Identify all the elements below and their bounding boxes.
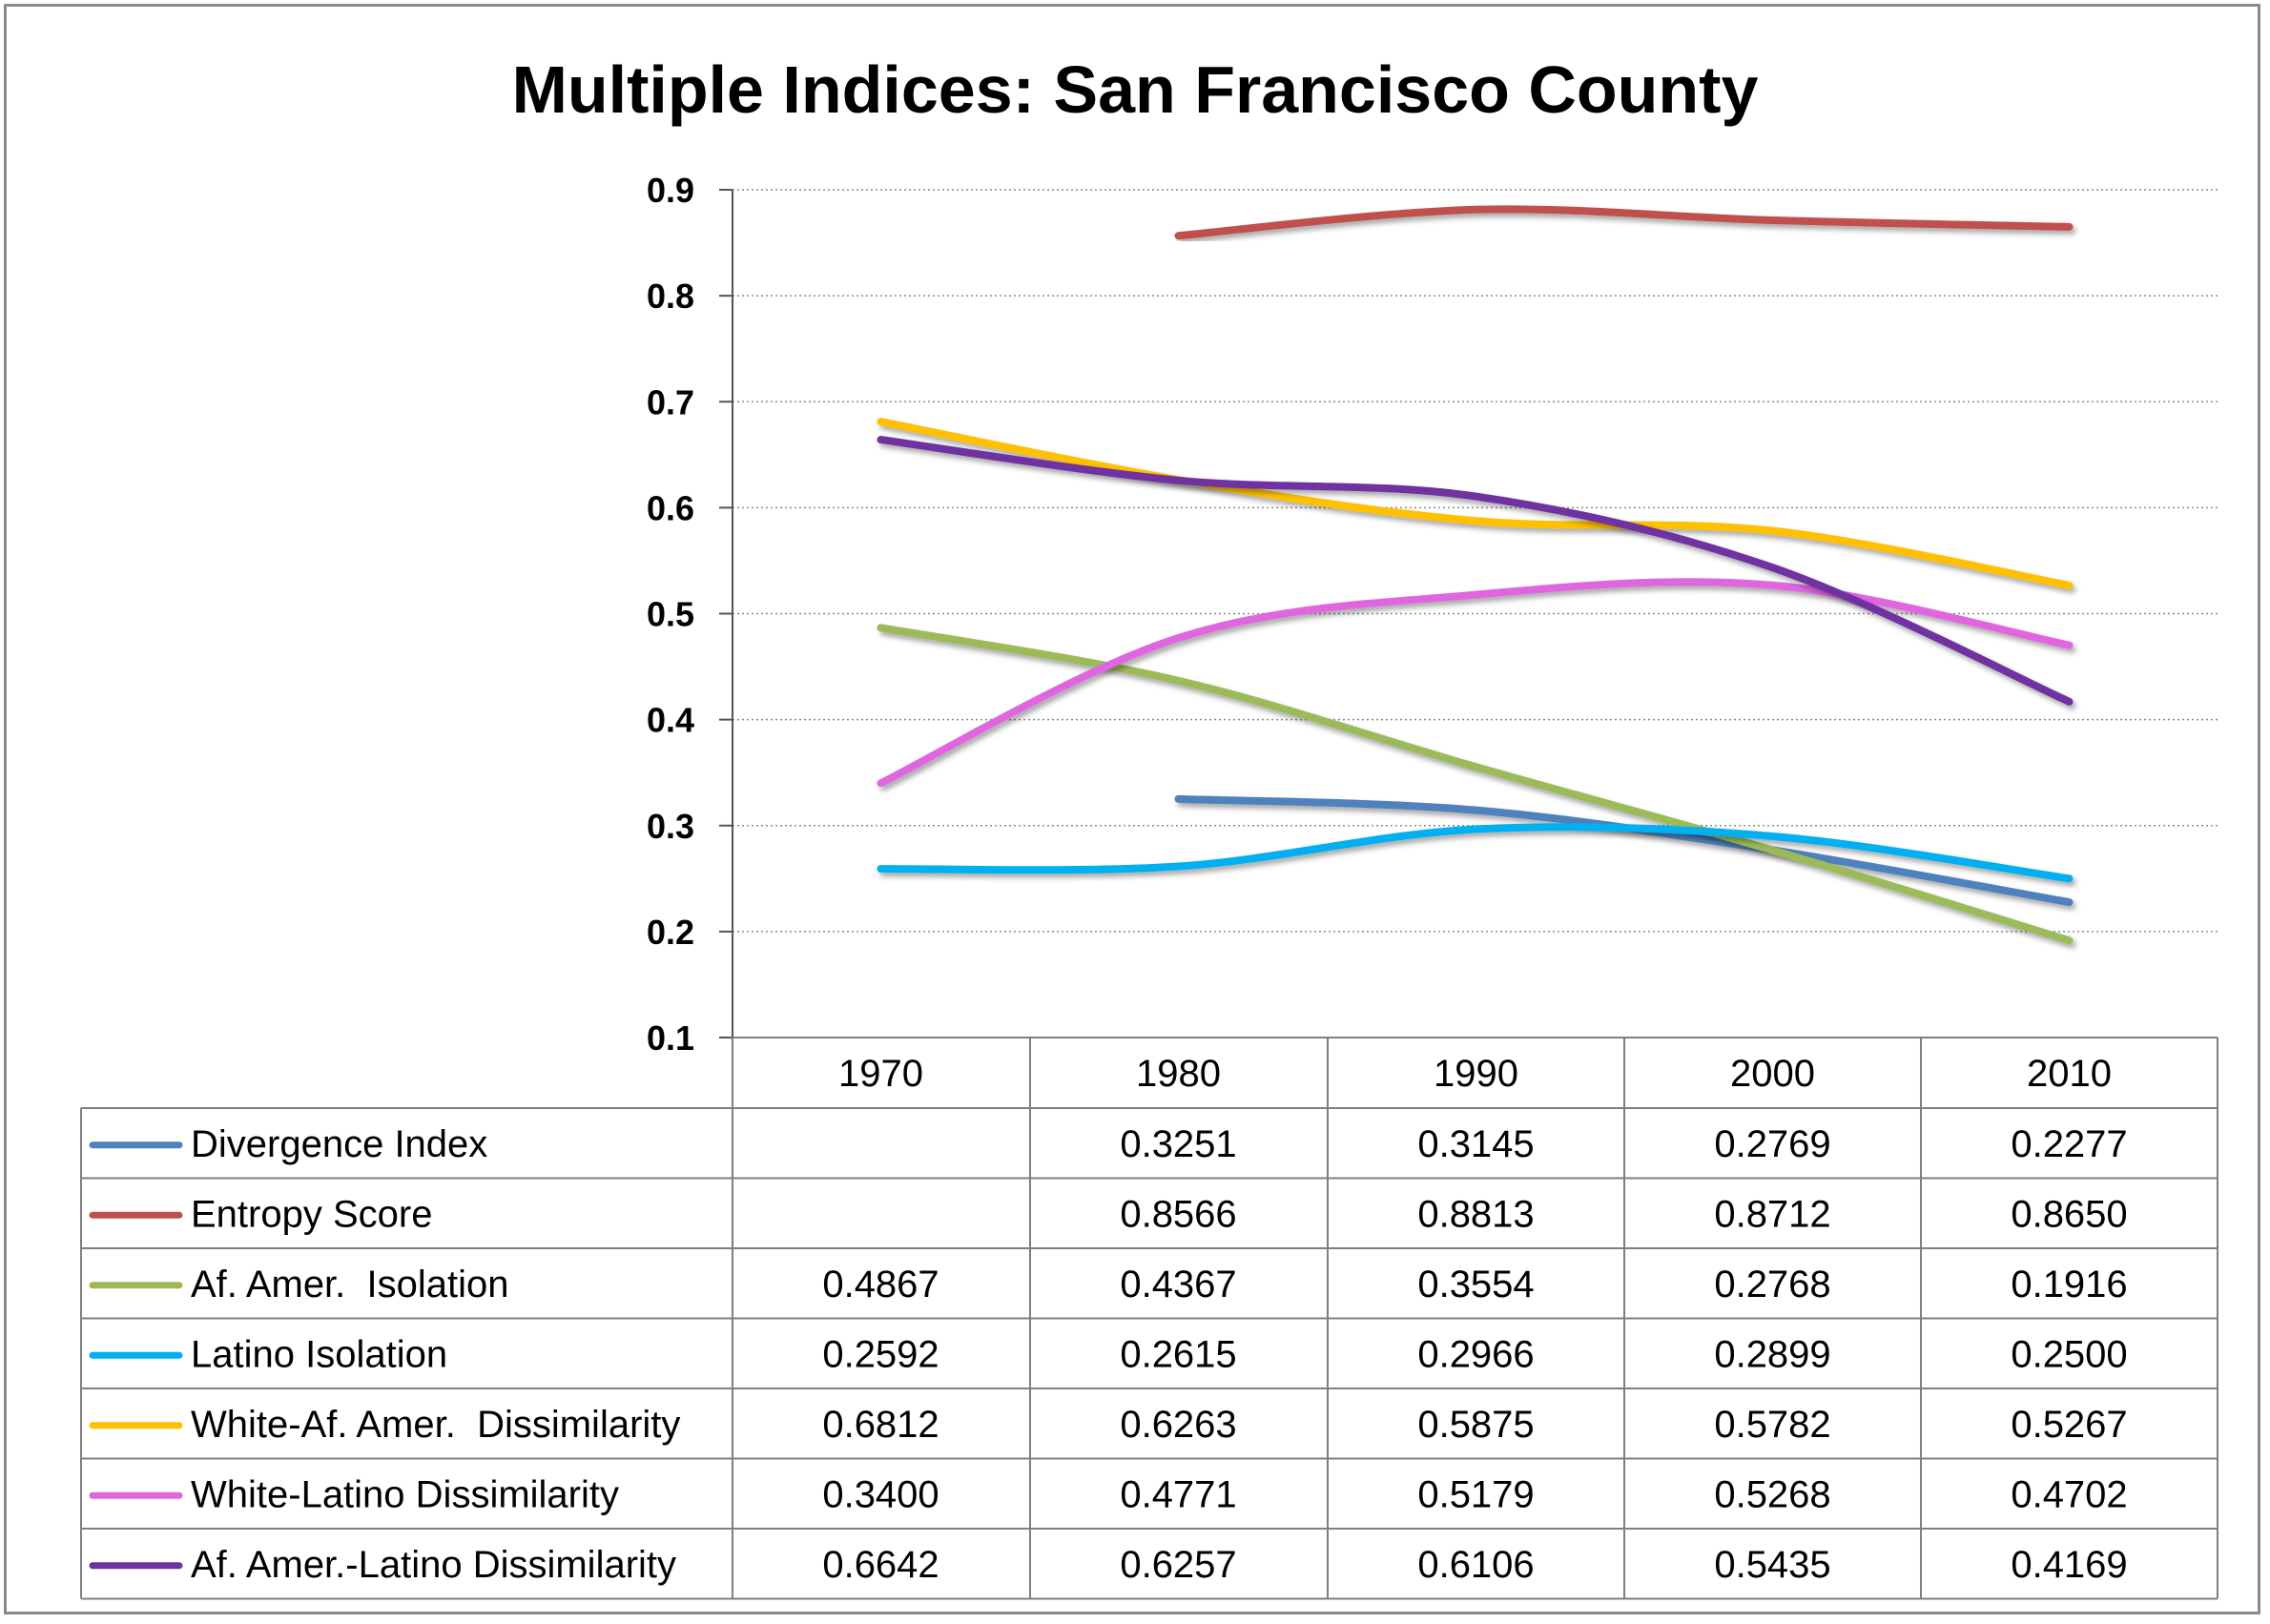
data-value: 0.2615 xyxy=(1120,1333,1236,1375)
series-label: Af. Amer.-Latino Dissimilarity xyxy=(191,1544,676,1586)
x-tick-label: 1990 xyxy=(1434,1053,1518,1095)
data-value: 0.5875 xyxy=(1417,1404,1534,1446)
data-value: 0.1916 xyxy=(2011,1264,2127,1305)
data-value: 0.2500 xyxy=(2011,1333,2127,1375)
y-tick-label: 0.6 xyxy=(647,488,694,527)
data-value: 0.6263 xyxy=(1120,1404,1236,1446)
data-value: 0.6642 xyxy=(822,1544,939,1586)
gridlines xyxy=(719,189,2218,1038)
data-value: 0.6257 xyxy=(1120,1544,1236,1586)
y-tick-label: 0.3 xyxy=(647,807,694,846)
data-value: 0.2768 xyxy=(1714,1264,1830,1305)
data-value: 0.2966 xyxy=(1417,1333,1534,1375)
data-value: 0.2592 xyxy=(822,1333,939,1375)
data-value: 0.3400 xyxy=(822,1473,939,1515)
data-value: 0.5267 xyxy=(2011,1404,2127,1446)
series-line-5 xyxy=(877,418,2074,589)
y-tick-label: 0.5 xyxy=(647,595,694,634)
x-tick-label: 1970 xyxy=(838,1053,923,1095)
data-value: 0.8813 xyxy=(1417,1193,1534,1235)
data-value: 0.4367 xyxy=(1120,1264,1236,1305)
chart-title: Multiple Indices: San Francisco County xyxy=(512,52,1759,127)
chart-frame xyxy=(4,4,2260,1614)
data-value: 0.5268 xyxy=(1714,1473,1830,1515)
series-label: Entropy Score xyxy=(191,1193,432,1235)
data-value: 0.4867 xyxy=(822,1264,939,1305)
series-label: Af. Amer. Isolation xyxy=(191,1264,509,1305)
y-tick-label: 0.9 xyxy=(647,171,694,210)
data-value: 0.3251 xyxy=(1120,1123,1236,1165)
data-value: 0.5782 xyxy=(1714,1404,1830,1446)
data-value: 0.4169 xyxy=(2011,1544,2127,1586)
series-lines xyxy=(877,205,2074,945)
data-value: 0.8712 xyxy=(1714,1193,1830,1235)
data-value: 0.4771 xyxy=(1120,1473,1236,1515)
series-line-4 xyxy=(877,823,2074,883)
x-tick-label: 1980 xyxy=(1136,1053,1221,1095)
y-tick-label: 0.7 xyxy=(647,382,694,421)
series-line-3 xyxy=(877,624,2074,945)
y-tick-label: 0.1 xyxy=(647,1018,694,1058)
series-label: Divergence Index xyxy=(191,1123,487,1165)
data-value: 0.2899 xyxy=(1714,1333,1830,1375)
x-tick-label: 2010 xyxy=(2027,1053,2112,1095)
series-label: Latino Isolation xyxy=(191,1333,447,1375)
data-value: 0.3145 xyxy=(1417,1123,1534,1165)
y-tick-label: 0.4 xyxy=(647,701,694,740)
data-value: 0.6812 xyxy=(822,1404,939,1446)
data-value: 0.2769 xyxy=(1714,1123,1830,1165)
series-line-7 xyxy=(877,436,2074,706)
data-value: 0.5435 xyxy=(1714,1544,1830,1586)
data-value: 0.6106 xyxy=(1417,1544,1534,1586)
series-label: White-Af. Amer. Dissimilarity xyxy=(191,1404,680,1446)
y-axis-ticks: 0.9 0.8 0.7 0.6 0.5 0.4 0.3 0.2 0.1 xyxy=(647,171,694,1058)
data-value: 0.8650 xyxy=(2011,1193,2127,1235)
data-value: 0.2277 xyxy=(2011,1123,2127,1165)
data-value: 0.4702 xyxy=(2011,1473,2127,1515)
series-line-6 xyxy=(877,578,2074,788)
series-label: White-Latino Dissimilarity xyxy=(191,1473,619,1515)
y-tick-label: 0.2 xyxy=(647,913,694,952)
data-table: 1970 1980 1990 2000 2010 Divergence Index 0.32… xyxy=(80,1037,2218,1600)
data-value: 0.5179 xyxy=(1417,1473,1534,1515)
series-line-2 xyxy=(1174,205,2074,240)
data-value: 0.8566 xyxy=(1120,1193,1236,1235)
x-tick-label: 2000 xyxy=(1730,1053,1815,1095)
y-tick-label: 0.8 xyxy=(647,277,694,316)
data-value: 0.3554 xyxy=(1417,1264,1534,1305)
